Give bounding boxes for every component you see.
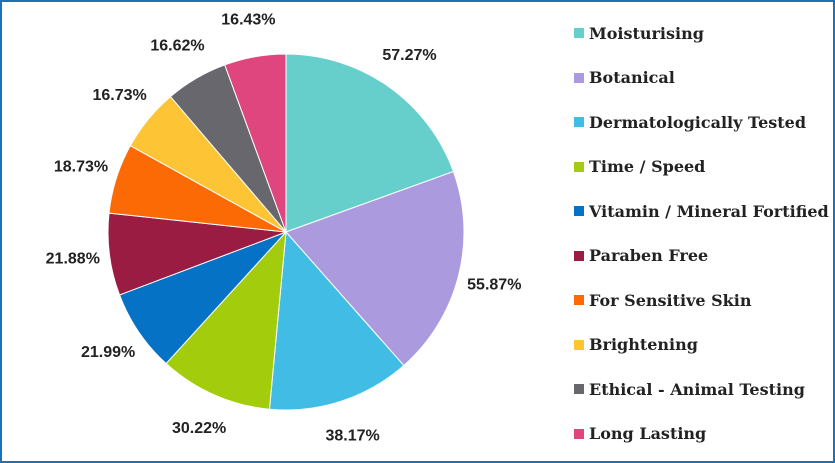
legend-swatch-3	[574, 161, 584, 172]
legend-item-6: For Sensitive Skin	[574, 289, 751, 311]
legend-label-7: Brightening	[589, 335, 698, 354]
legend-label-5: Paraben Free	[589, 246, 709, 265]
slice-value-label-5: 21.88%	[46, 251, 100, 268]
legend-swatch-5	[574, 250, 584, 261]
legend-label-1: Botanical	[589, 68, 675, 87]
legend-item-9: Long Lasting	[574, 423, 706, 445]
legend-label-3: Time / Speed	[589, 157, 706, 176]
legend-item-5: Paraben Free	[574, 245, 708, 267]
legend-swatch-0	[574, 28, 584, 38]
pie-slice-9	[224, 53, 287, 233]
legend-item-4: Vitamin / Mineral Fortified	[574, 200, 829, 222]
slice-value-label-2: 38.17%	[325, 428, 379, 445]
legend-swatch-9	[574, 428, 584, 439]
pie-slice-1	[285, 170, 465, 367]
legend-item-1: Botanical	[574, 67, 675, 89]
legend-swatch-8	[574, 384, 584, 394]
slice-value-label-7: 16.73%	[92, 87, 146, 104]
legend-label-6: For Sensitive Skin	[589, 290, 752, 310]
legend-item-0: Moisturising	[574, 22, 704, 44]
legend-label-2: Dermatologically Tested	[589, 112, 807, 132]
legend-label-0: Moisturising	[589, 23, 704, 43]
slice-value-label-0: 57.27%	[382, 47, 436, 64]
pie-slice-0	[285, 53, 455, 233]
legend-label-8: Ethical - Animal Testing	[589, 379, 805, 399]
slice-value-label-1: 55.87%	[467, 277, 521, 294]
slice-value-label-6: 18.73%	[54, 158, 108, 175]
slice-value-label-3: 30.22%	[172, 420, 226, 437]
legend-swatch-2	[574, 117, 584, 127]
legend-swatch-7	[574, 339, 584, 350]
legend-item-8: Ethical - Animal Testing	[574, 378, 805, 400]
legend-label-9: Long Lasting	[589, 424, 707, 443]
legend-label-4: Vitamin / Mineral Fortified	[589, 201, 829, 221]
slice-value-label-4: 21.99%	[81, 344, 135, 361]
pie-slice-2	[268, 230, 405, 411]
slice-value-label-8: 16.62%	[150, 38, 204, 55]
slice-value-label-9: 16.43%	[221, 12, 275, 29]
legend-item-7: Brightening	[574, 334, 698, 356]
legend-swatch-6	[574, 295, 584, 305]
legend-item-3: Time / Speed	[574, 156, 705, 178]
legend-swatch-1	[574, 72, 584, 83]
legend-swatch-4	[574, 206, 584, 216]
legend-item-2: Dermatologically Tested	[574, 111, 806, 133]
pie-slice-3	[165, 230, 287, 410]
